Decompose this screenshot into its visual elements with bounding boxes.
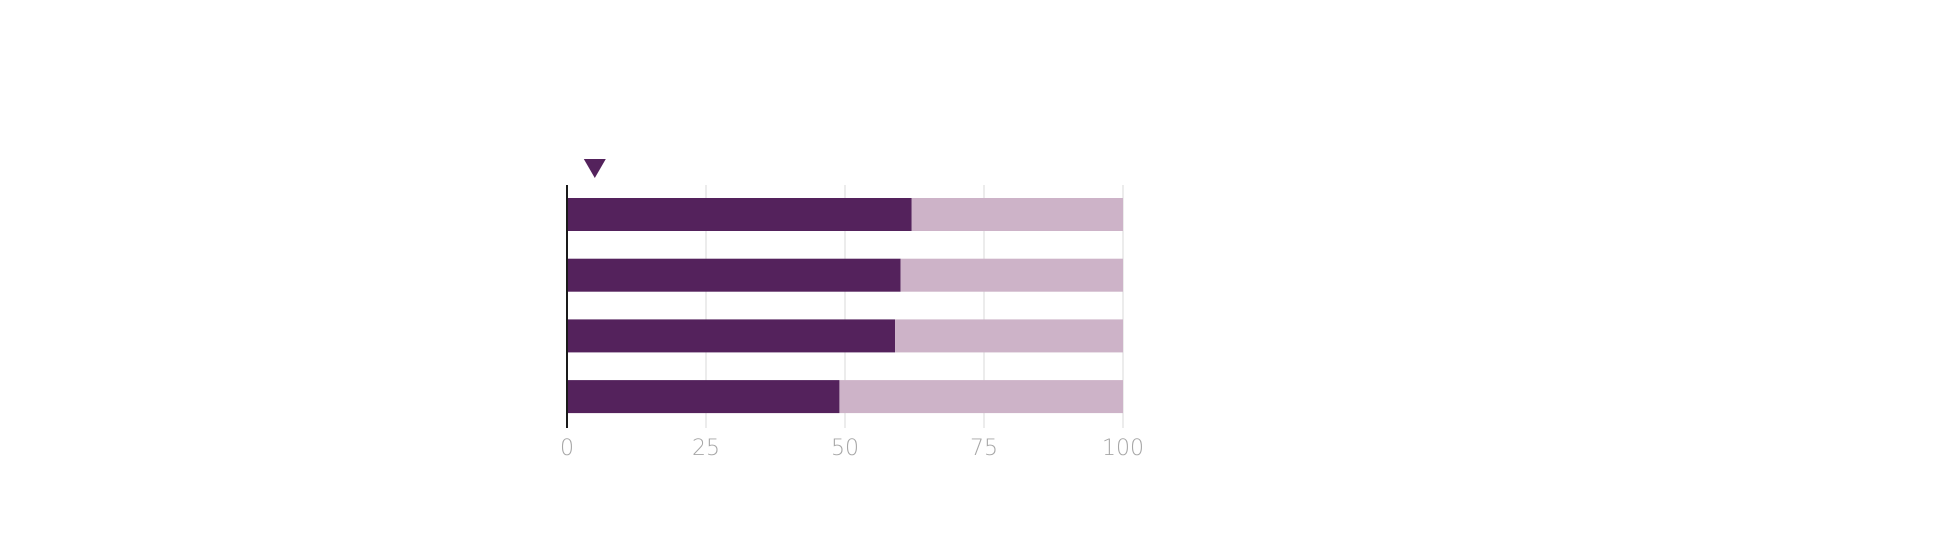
bar-row-1-segment-1	[567, 198, 912, 231]
bar-row-3-segment-2	[895, 319, 1123, 353]
bar-row-4-segment-1	[567, 380, 840, 414]
x-tick-label-0: 0	[560, 436, 574, 461]
x-tick-label-25: 25	[692, 436, 720, 461]
x-axis-ticks: 0 25 50 75 100	[560, 436, 1144, 461]
bar-row-1-segment-2	[911, 198, 1123, 231]
bar-row-3-segment-1	[567, 319, 896, 353]
marker-triangle-icon	[583, 159, 606, 178]
x-tick-label-100: 100	[1102, 436, 1144, 461]
bar-row-2-segment-1	[567, 258, 901, 292]
marker	[583, 159, 606, 178]
x-tick-label-50: 50	[831, 436, 859, 461]
bar-row-4-segment-2	[839, 380, 1123, 414]
bars	[567, 198, 1123, 414]
x-tick-label-75: 75	[970, 436, 998, 461]
bar-row-2-segment-2	[900, 258, 1123, 292]
